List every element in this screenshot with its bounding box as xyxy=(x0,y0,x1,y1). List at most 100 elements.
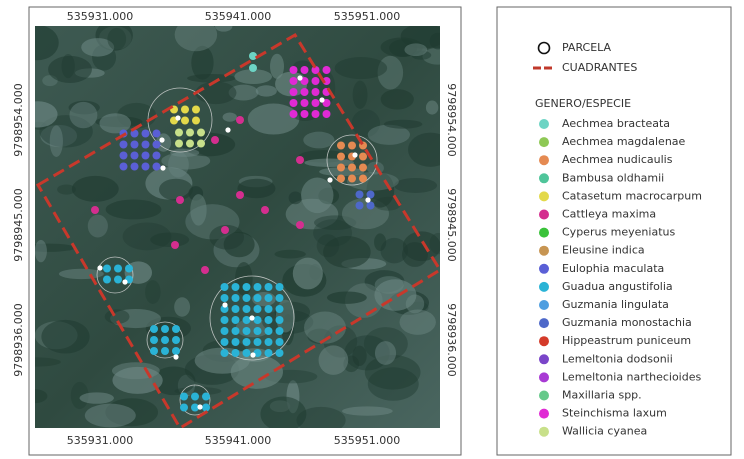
legend-label: Steinchisma laxum xyxy=(562,407,667,420)
plant-point xyxy=(356,191,364,199)
plant-point xyxy=(142,141,150,149)
legend-swatch xyxy=(539,372,549,382)
coord-label: 535931.000 xyxy=(67,434,133,447)
texture xyxy=(159,179,193,201)
parcel-center xyxy=(197,404,202,409)
legend-label: Guzmania monostachia xyxy=(562,316,692,329)
coord-label: 535951.000 xyxy=(334,10,400,23)
plant-point xyxy=(153,141,161,149)
coord-label: 535941.000 xyxy=(205,434,271,447)
parcel-center xyxy=(97,265,102,270)
texture xyxy=(50,125,63,157)
parcel-center xyxy=(173,354,178,359)
legend-label: Aechmea magdalenae xyxy=(562,135,686,148)
plant-point xyxy=(276,283,284,291)
legend-swatch xyxy=(539,191,549,201)
plant-point xyxy=(276,316,284,324)
plant-point xyxy=(301,110,309,118)
legend-swatch xyxy=(539,210,549,220)
legend-label: Aechmea bracteata xyxy=(562,117,670,130)
legend-label: Catasetum macrocarpum xyxy=(562,189,702,202)
plant-point xyxy=(254,327,262,335)
plant-point xyxy=(301,88,309,96)
plant-point xyxy=(265,294,273,302)
texture xyxy=(112,367,162,394)
plant-point xyxy=(276,327,284,335)
plant-point xyxy=(192,117,200,125)
plant-point xyxy=(161,325,169,333)
plant-point xyxy=(276,305,284,313)
legend-label: Cattleya maxima xyxy=(562,208,656,221)
texture xyxy=(426,101,438,115)
texture xyxy=(375,341,396,365)
parcel-center xyxy=(319,97,324,102)
parcel-center xyxy=(122,279,127,284)
plant-point xyxy=(153,152,161,160)
texture xyxy=(223,113,237,122)
plant-point xyxy=(356,202,364,210)
legend-swatch xyxy=(539,318,549,328)
plant-point xyxy=(186,129,194,137)
plant-point xyxy=(131,152,139,160)
texture xyxy=(256,85,277,96)
texture xyxy=(303,132,334,149)
texture xyxy=(323,236,371,268)
coord-label: 9798945.000 xyxy=(12,188,25,261)
plant-point xyxy=(221,316,229,324)
plant-point xyxy=(243,316,251,324)
texture xyxy=(275,250,306,259)
plant-point xyxy=(254,316,262,324)
texture xyxy=(394,178,437,193)
plant-point xyxy=(348,142,356,150)
plant-point xyxy=(359,164,367,172)
plant-point xyxy=(254,305,262,313)
plant-point xyxy=(254,338,262,346)
plant-point xyxy=(232,316,240,324)
plant-point xyxy=(359,175,367,183)
legend-swatch xyxy=(539,391,549,401)
plant-point xyxy=(202,404,210,412)
legend-label: Aechmea nudicaulis xyxy=(562,153,673,166)
parcel-center xyxy=(160,165,165,170)
legend-heading: GENERO/ESPECIE xyxy=(535,97,631,110)
legend-swatch xyxy=(539,264,549,274)
plant-point xyxy=(367,191,375,199)
plant-point xyxy=(232,283,240,291)
plant-point xyxy=(103,276,111,284)
plant-point xyxy=(197,140,205,148)
coord-label: 9798954.000 xyxy=(445,83,458,156)
plant-point xyxy=(323,110,331,118)
legend-label: PARCELA xyxy=(562,41,612,54)
plant-point xyxy=(276,338,284,346)
plant-point xyxy=(337,175,345,183)
plant-point xyxy=(254,283,262,291)
plant-point xyxy=(367,202,375,210)
plant-point xyxy=(186,140,194,148)
plant-point xyxy=(172,336,180,344)
plant-point xyxy=(192,106,200,114)
texture xyxy=(41,320,89,354)
texture xyxy=(35,240,47,262)
plant-point xyxy=(211,136,219,144)
texture xyxy=(289,191,302,204)
legend-label: Maxillaria spp. xyxy=(562,389,642,402)
plant-point xyxy=(265,316,273,324)
texture xyxy=(335,57,387,79)
plant-point xyxy=(150,325,158,333)
legend-label: CUADRANTES xyxy=(562,61,637,74)
texture xyxy=(248,104,300,135)
plant-point xyxy=(265,283,273,291)
plant-point xyxy=(254,294,262,302)
parcel-center xyxy=(222,302,227,307)
texture xyxy=(400,309,436,334)
texture xyxy=(174,297,190,317)
parcel-center xyxy=(297,75,302,80)
plant-point xyxy=(181,117,189,125)
plant-point xyxy=(249,64,257,72)
texture xyxy=(293,258,323,290)
plant-point xyxy=(312,99,320,107)
legend-label: Guadua angustifolia xyxy=(562,280,673,293)
coord-label: 535931.000 xyxy=(67,10,133,23)
plant-point xyxy=(131,141,139,149)
texture xyxy=(170,149,199,157)
